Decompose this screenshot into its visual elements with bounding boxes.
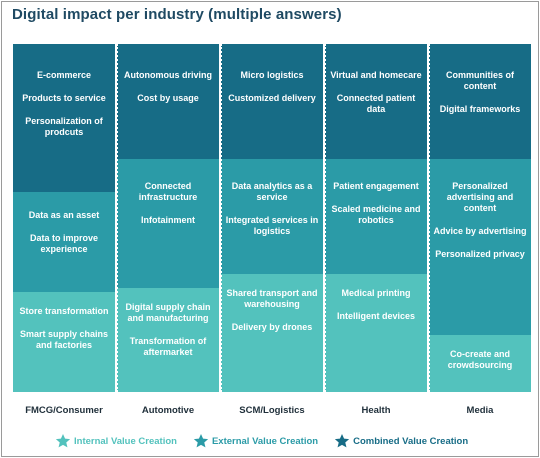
impact-item: Digital supply chain and manufacturing [125,302,211,323]
combined-value-segment: Virtual and homecare Connected patient da… [325,44,427,159]
internal-value-segment: Shared transport and warehousing Delivery… [221,274,323,392]
impact-item: Co-create and crowdsourcing [447,349,513,370]
industry-column-automotive: Autonomous driving Cost by usage Connected… [117,44,219,392]
impact-item: Digital frameworks [439,104,521,114]
impact-item: Cost by usage [137,93,199,103]
impact-item: Advice by advertising [433,226,527,236]
impact-item: Integrated services in logistics [225,215,319,236]
impact-item: Data analytics as a service [231,181,313,202]
impact-item: Autonomous driving [124,70,212,80]
external-value-segment: Connected infrastructure Infotainment [117,159,219,288]
industry-column-fmcg-consumer: E-commerce Products to service Personaliza… [13,44,115,392]
impact-item: E-commerce [36,70,92,80]
industry-column-scm-logistics: Micro logistics Customized delivery Data a… [221,44,323,392]
legend: Internal Value Creation External Value Cr… [55,433,484,449]
column-divider [428,44,430,392]
impact-item: Personalization of prodcuts [25,116,103,137]
column-label: SCM/Logistics [239,405,305,416]
impact-item: Store transformation [19,306,109,316]
column-label: Automotive [141,405,195,416]
star-icon [193,434,209,448]
external-value-segment: Data analytics as a service Integrated se… [221,159,323,274]
column-divider [324,44,326,392]
star-icon [55,434,71,448]
internal-value-segment: Store transformation Smart supply chains … [13,292,115,392]
external-value-segment: Patient engagement Scaled medicine and ro… [325,159,427,274]
legend-item: Internal Value Creation [55,433,177,449]
column-label: Media [466,405,494,416]
external-value-segment: Personalized advertising and content Advi… [429,159,531,335]
industry-column-media: Communities of content Digital frameworks… [429,44,531,392]
legend-label: Combined Value Creation [353,435,469,447]
impact-item: Patient engagement [333,181,419,191]
column-label: Health [361,405,391,416]
impact-item: Products to service [22,93,106,103]
legend-label: Internal Value Creation [74,435,177,447]
impact-item: Shared transport and warehousing [226,288,318,309]
impact-item: Smart supply chains and factories [19,329,109,350]
internal-value-segment: Medical printing Intelligent devices [325,274,427,392]
impact-item: Virtual and homecare [330,70,422,80]
impact-item: Connected patient data [336,93,416,114]
impact-item: Micro logistics [240,70,304,80]
star-icon [334,434,350,448]
impact-item: Scaled medicine and robotics [331,204,421,225]
column-divider [220,44,222,392]
impact-item: Infotainment [141,215,195,225]
impact-item: Data as an asset [28,210,100,220]
impact-item: Delivery by drones [231,322,313,332]
impact-item: Communities of content [445,70,514,91]
impact-item: Personalized advertising and content [446,181,514,213]
combined-value-segment: Communities of content Digital frameworks [429,44,531,159]
external-value-segment: Data as an asset Data to improve experien… [13,192,115,292]
industry-column-health: Virtual and homecare Connected patient da… [325,44,427,392]
legend-item: Combined Value Creation [334,433,468,449]
combined-value-segment: Micro logistics Customized delivery [221,44,323,159]
column-labels: FMCG/Consumer Automotive SCM/Logistics Heal… [13,405,531,419]
impact-item: Customized delivery [228,93,316,103]
impact-item: Personalized privacy [435,249,525,259]
impact-item: Intelligent devices [336,311,416,321]
legend-label: External Value Creation [211,435,319,447]
impact-item: Connected infrastructure [138,181,198,202]
impact-item: Transformation of aftermarket [129,336,207,357]
impact-item: Medical printing [341,288,411,298]
combined-value-segment: Autonomous driving Cost by usage [117,44,219,159]
internal-value-segment: Digital supply chain and manufacturing Tr… [117,288,219,392]
impact-item: Data to improve experience [29,233,98,254]
legend-item: External Value Creation [193,433,318,449]
industry-grid: E-commerce Products to service Personaliza… [13,44,531,392]
column-divider [116,44,118,392]
combined-value-segment: E-commerce Products to service Personaliza… [13,44,115,192]
internal-value-segment: Co-create and crowdsourcing [429,335,531,392]
figure-title: Digital impact per industry (multiple an… [12,6,342,23]
column-label: FMCG/Consumer [25,405,103,416]
